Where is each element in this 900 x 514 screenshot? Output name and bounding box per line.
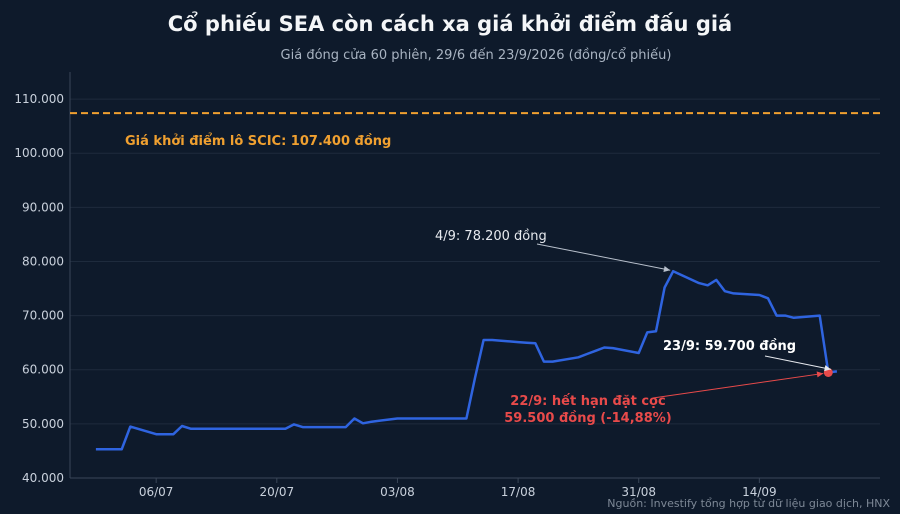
deposit-annotation-line: 59.500 đồng (-14,88%) — [504, 411, 671, 426]
x-tick-label: 20/07 — [260, 485, 295, 499]
y-tick-label: 110.000 — [14, 92, 64, 106]
axes — [69, 72, 880, 483]
chart-title: Cổ phiếu SEA còn cách xa giá khởi điểm đ… — [167, 12, 733, 36]
deposit-annotation: 22/9: hết hạn đặt cọc 59.500 đồng (-14,88… — [504, 394, 671, 426]
x-tick-label: 03/08 — [380, 485, 415, 499]
y-tick-label: 90.000 — [22, 200, 64, 214]
y-tick-label: 40.000 — [22, 471, 64, 485]
y-tick-label: 50.000 — [22, 417, 64, 431]
deposit-annotation-line: 22/9: hết hạn đặt cọc — [510, 394, 665, 409]
last-arrow-head — [824, 365, 831, 372]
last-arrow — [764, 355, 832, 370]
reference-label: Giá khởi điểm lô SCIC: 107.400 đồng — [125, 133, 391, 149]
chart-subtitle: Giá đóng cửa 60 phiên, 29/6 đến 23/9/202… — [280, 48, 672, 63]
x-tick-label: 17/08 — [501, 485, 536, 499]
peak-arrow — [536, 243, 671, 271]
annotations: 4/9: 78.200 đồng 23/9: 59.700 đồng 22/9: h… — [435, 229, 833, 426]
last-annotation: 23/9: 59.700 đồng — [663, 339, 796, 354]
reference-line-group: Giá khởi điểm lô SCIC: 107.400 đồng — [70, 112, 880, 149]
y-tick-label: 100.000 — [14, 146, 64, 160]
peak-arrow-head — [663, 266, 671, 272]
deposit-arrow-head — [816, 371, 824, 378]
x-tick-label: 06/07 — [139, 485, 174, 499]
peak-annotation: 4/9: 78.200 đồng — [435, 229, 547, 244]
x-tick-label: 14/09 — [742, 485, 777, 499]
y-tick-label: 60.000 — [22, 363, 64, 377]
y-tick-label: 80.000 — [22, 254, 64, 268]
x-tick-label: 31/08 — [621, 485, 656, 499]
x-axis-tick-labels: 06/07 20/07 03/08 17/08 31/08 14/09 — [139, 485, 777, 499]
price-line — [95, 269, 838, 451]
gridlines — [70, 98, 880, 479]
y-tick-label: 70.000 — [22, 309, 64, 323]
source-note: Nguồn: Investify tổng hợp từ dữ liệu gia… — [607, 497, 890, 510]
series-group — [95, 269, 838, 451]
y-axis-tick-labels: 40.000 50.000 60.000 70.000 80.000 90.000 100.… — [14, 92, 64, 485]
deposit-arrow — [652, 372, 824, 399]
